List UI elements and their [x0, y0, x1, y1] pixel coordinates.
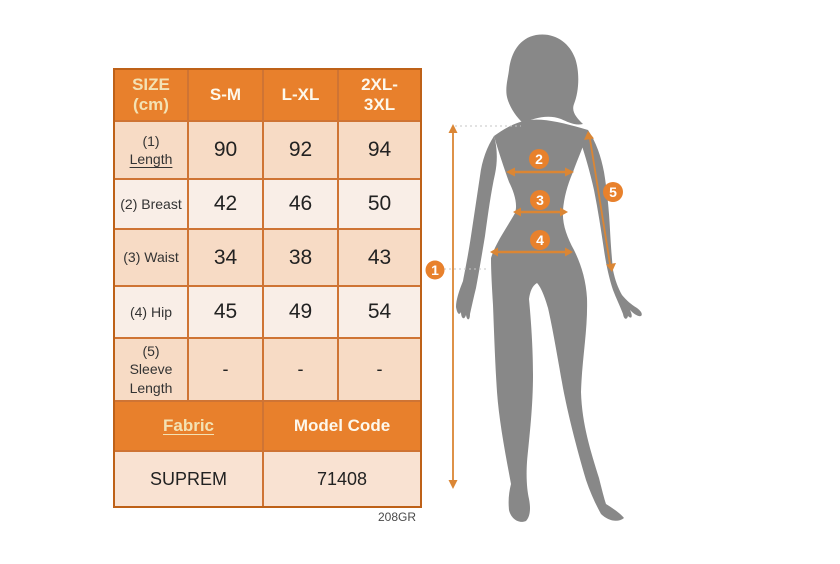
figure-left-arm [456, 136, 497, 320]
row-length-number: (1) [142, 132, 160, 149]
size-table: SIZE (cm) S-M L-XL 2XL- 3XL (1) Length 9… [113, 68, 422, 508]
col-header-2xl-3xl: 2XL- 3XL [339, 70, 420, 120]
table-cell: 50 [339, 180, 420, 228]
marker-4: 4 [530, 230, 550, 250]
row-hip-number: (4) [129, 303, 148, 320]
size-unit-label: SIZE (cm) [132, 75, 170, 114]
col-header-l-xl-label: L-XL [281, 85, 320, 105]
fabric-value-cell: SUPREM [115, 452, 262, 506]
table-cell: - [189, 339, 262, 400]
table-cell: 45 [189, 287, 262, 337]
table-cell: 46 [264, 180, 337, 228]
row-label-length: (1) Length [115, 122, 187, 178]
table-cell: 49 [264, 287, 337, 337]
table-cell: 43 [339, 230, 420, 285]
row-waist-name: Waist [144, 249, 179, 266]
marker-4-label: 4 [536, 232, 544, 248]
col-header-s-m: S-M [189, 70, 262, 120]
row-label-breast: (2) Breast [115, 180, 187, 228]
row-hip-name: Hip [151, 303, 173, 320]
body-measurement-diagram: 1 2 3 4 5 [425, 34, 642, 522]
row-sleeve-number: (5) [142, 343, 160, 360]
row-breast-name: Breast [141, 195, 182, 212]
hip-arrow [490, 247, 573, 257]
length-arrow [448, 124, 458, 489]
figure-head [506, 34, 583, 125]
col-header-2xl-3xl-label: 2XL- 3XL [361, 75, 398, 114]
size-unit-header-cell: SIZE (cm) [115, 70, 187, 120]
marker-2-label: 2 [535, 151, 543, 167]
col-header-l-xl: L-XL [264, 70, 337, 120]
row-label-sleeve-length: (5) Sleeve Length [115, 339, 187, 400]
weight-note: 208GR [377, 510, 416, 524]
row-breast-number: (2) [120, 195, 138, 212]
table-cell: 92 [264, 122, 337, 178]
table-cell: 94 [339, 122, 420, 178]
table-cell: 54 [339, 287, 420, 337]
breast-arrow [506, 167, 574, 177]
marker-5: 5 [603, 182, 623, 202]
table-cell: 34 [189, 230, 262, 285]
row-label-hip: (4) Hip [115, 287, 187, 337]
table-cell: - [264, 339, 337, 400]
fabric-header-cell: Fabric [115, 402, 262, 450]
col-header-s-m-label: S-M [209, 85, 242, 105]
table-cell: 90 [189, 122, 262, 178]
fabric-header-label: Fabric [162, 416, 215, 436]
table-cell: - [339, 339, 420, 400]
marker-3: 3 [530, 190, 550, 210]
model-code-header-label: Model Code [293, 416, 391, 436]
row-label-waist: (3) Waist [115, 230, 187, 285]
marker-1: 1 [425, 260, 445, 280]
waist-arrow [513, 207, 568, 217]
row-length-name: Length [129, 151, 173, 167]
sleeve-arrow [584, 131, 616, 272]
table-cell: 38 [264, 230, 337, 285]
marker-5-label: 5 [609, 184, 617, 200]
figure-right-arm [581, 130, 642, 319]
figure-body [491, 119, 624, 522]
row-waist-number: (3) [123, 249, 141, 266]
marker-3-label: 3 [536, 192, 544, 208]
row-sleeve-name: Sleeve Length [129, 361, 173, 396]
model-code-header-cell: Model Code [264, 402, 420, 450]
model-code-value-cell: 71408 [264, 452, 420, 506]
marker-2: 2 [529, 149, 549, 169]
marker-1-label: 1 [431, 262, 439, 278]
table-cell: 42 [189, 180, 262, 228]
